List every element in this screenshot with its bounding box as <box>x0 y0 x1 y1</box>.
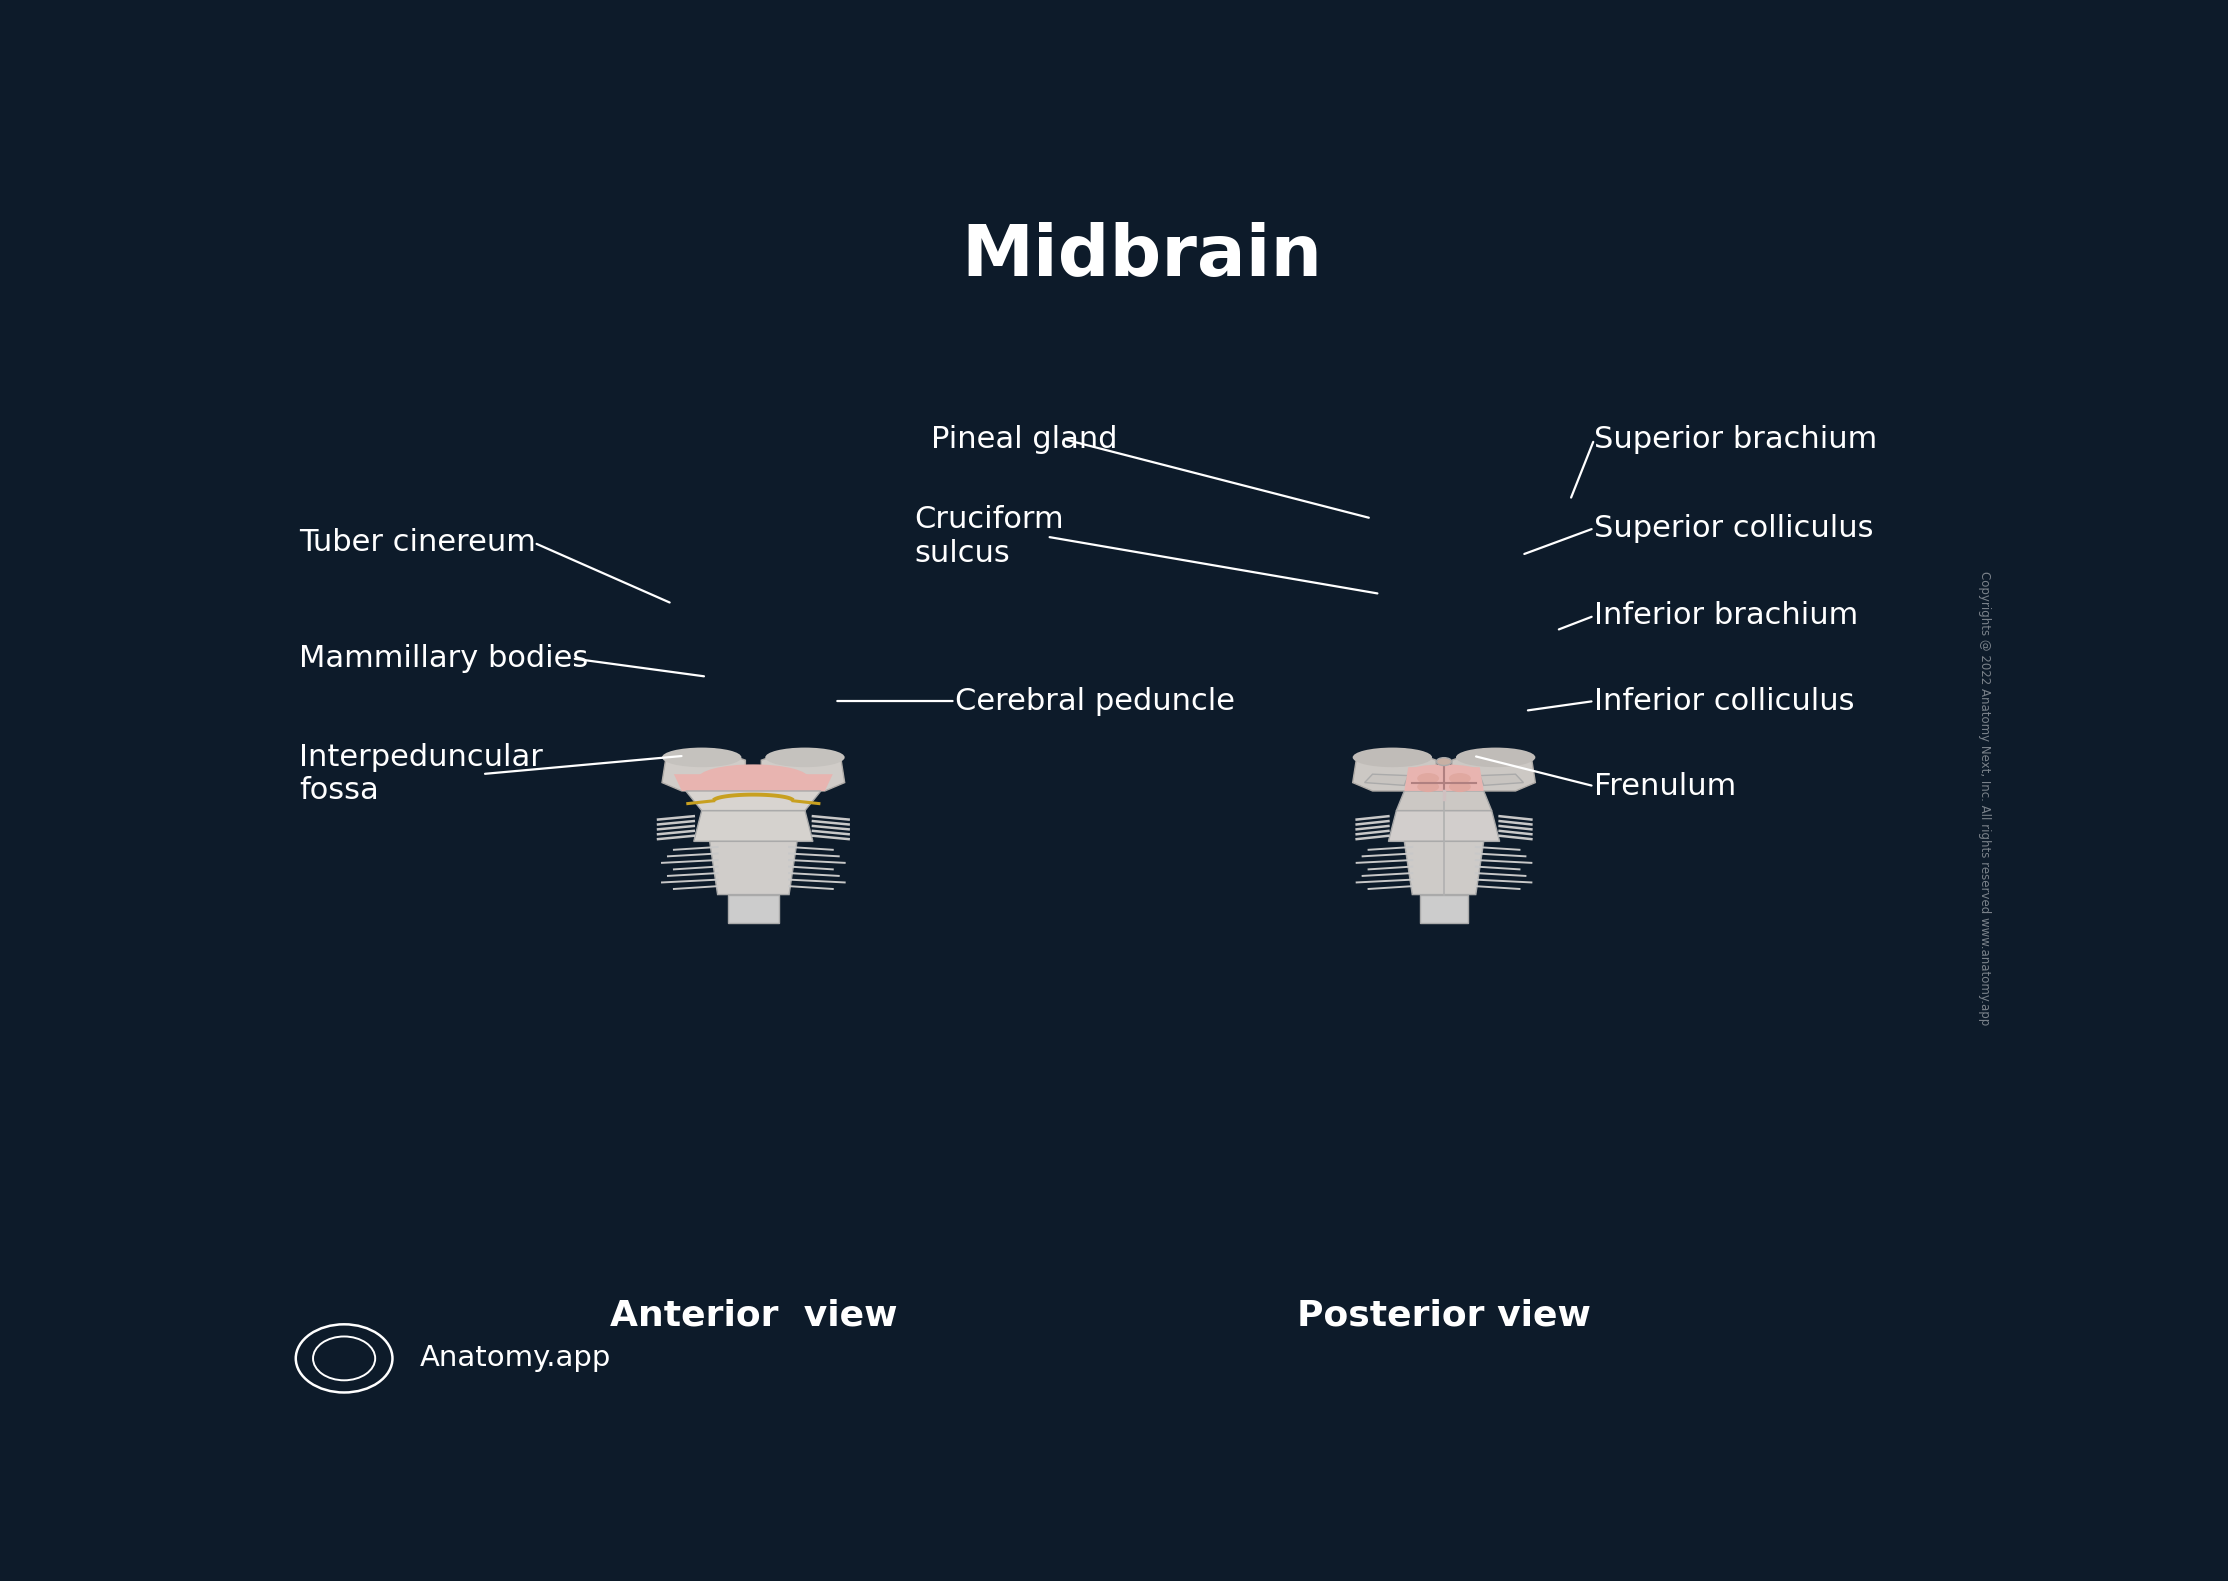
Ellipse shape <box>1352 748 1433 767</box>
Polygon shape <box>1397 790 1493 811</box>
Ellipse shape <box>1455 748 1535 767</box>
Text: Mammillary bodies: Mammillary bodies <box>299 643 588 674</box>
Text: Interpeduncular
fossa: Interpeduncular fossa <box>299 743 544 805</box>
Text: Inferior colliculus: Inferior colliculus <box>1595 686 1854 716</box>
Text: Cruciform
sulcus: Cruciform sulcus <box>913 506 1063 568</box>
Polygon shape <box>1453 749 1535 790</box>
Polygon shape <box>1364 775 1408 786</box>
Text: Midbrain: Midbrain <box>960 223 1323 291</box>
Ellipse shape <box>764 748 844 767</box>
Ellipse shape <box>1448 781 1470 792</box>
Polygon shape <box>1352 749 1437 790</box>
Ellipse shape <box>1437 757 1453 765</box>
Ellipse shape <box>1448 773 1470 784</box>
Text: Pineal gland: Pineal gland <box>931 425 1118 454</box>
Polygon shape <box>673 775 833 790</box>
Ellipse shape <box>697 764 809 792</box>
Text: Copyrights @ 2022 Anatomy Next, Inc. All rights reserved www.anatomy.app: Copyrights @ 2022 Anatomy Next, Inc. All… <box>1978 571 1992 1026</box>
Polygon shape <box>729 895 780 923</box>
Polygon shape <box>693 811 813 841</box>
Polygon shape <box>1404 767 1484 790</box>
Ellipse shape <box>1408 764 1479 778</box>
Polygon shape <box>1404 841 1484 895</box>
Text: Anterior  view: Anterior view <box>610 1298 898 1333</box>
Text: Anatomy.app: Anatomy.app <box>421 1344 610 1372</box>
Ellipse shape <box>1417 773 1439 784</box>
Text: Cerebral peduncle: Cerebral peduncle <box>956 686 1234 716</box>
Text: Posterior view: Posterior view <box>1297 1298 1591 1333</box>
Text: Superior brachium: Superior brachium <box>1595 425 1878 454</box>
Ellipse shape <box>662 748 742 767</box>
Text: Tuber cinereum: Tuber cinereum <box>299 528 537 557</box>
Ellipse shape <box>1417 781 1439 792</box>
Polygon shape <box>1479 775 1524 786</box>
Polygon shape <box>686 790 820 811</box>
Polygon shape <box>1388 811 1499 841</box>
Polygon shape <box>662 749 746 790</box>
Polygon shape <box>1419 895 1468 923</box>
Text: Inferior brachium: Inferior brachium <box>1595 601 1858 631</box>
Polygon shape <box>762 749 844 790</box>
Polygon shape <box>711 841 798 895</box>
Text: Frenulum: Frenulum <box>1595 772 1736 800</box>
Text: Superior colliculus: Superior colliculus <box>1595 514 1874 542</box>
